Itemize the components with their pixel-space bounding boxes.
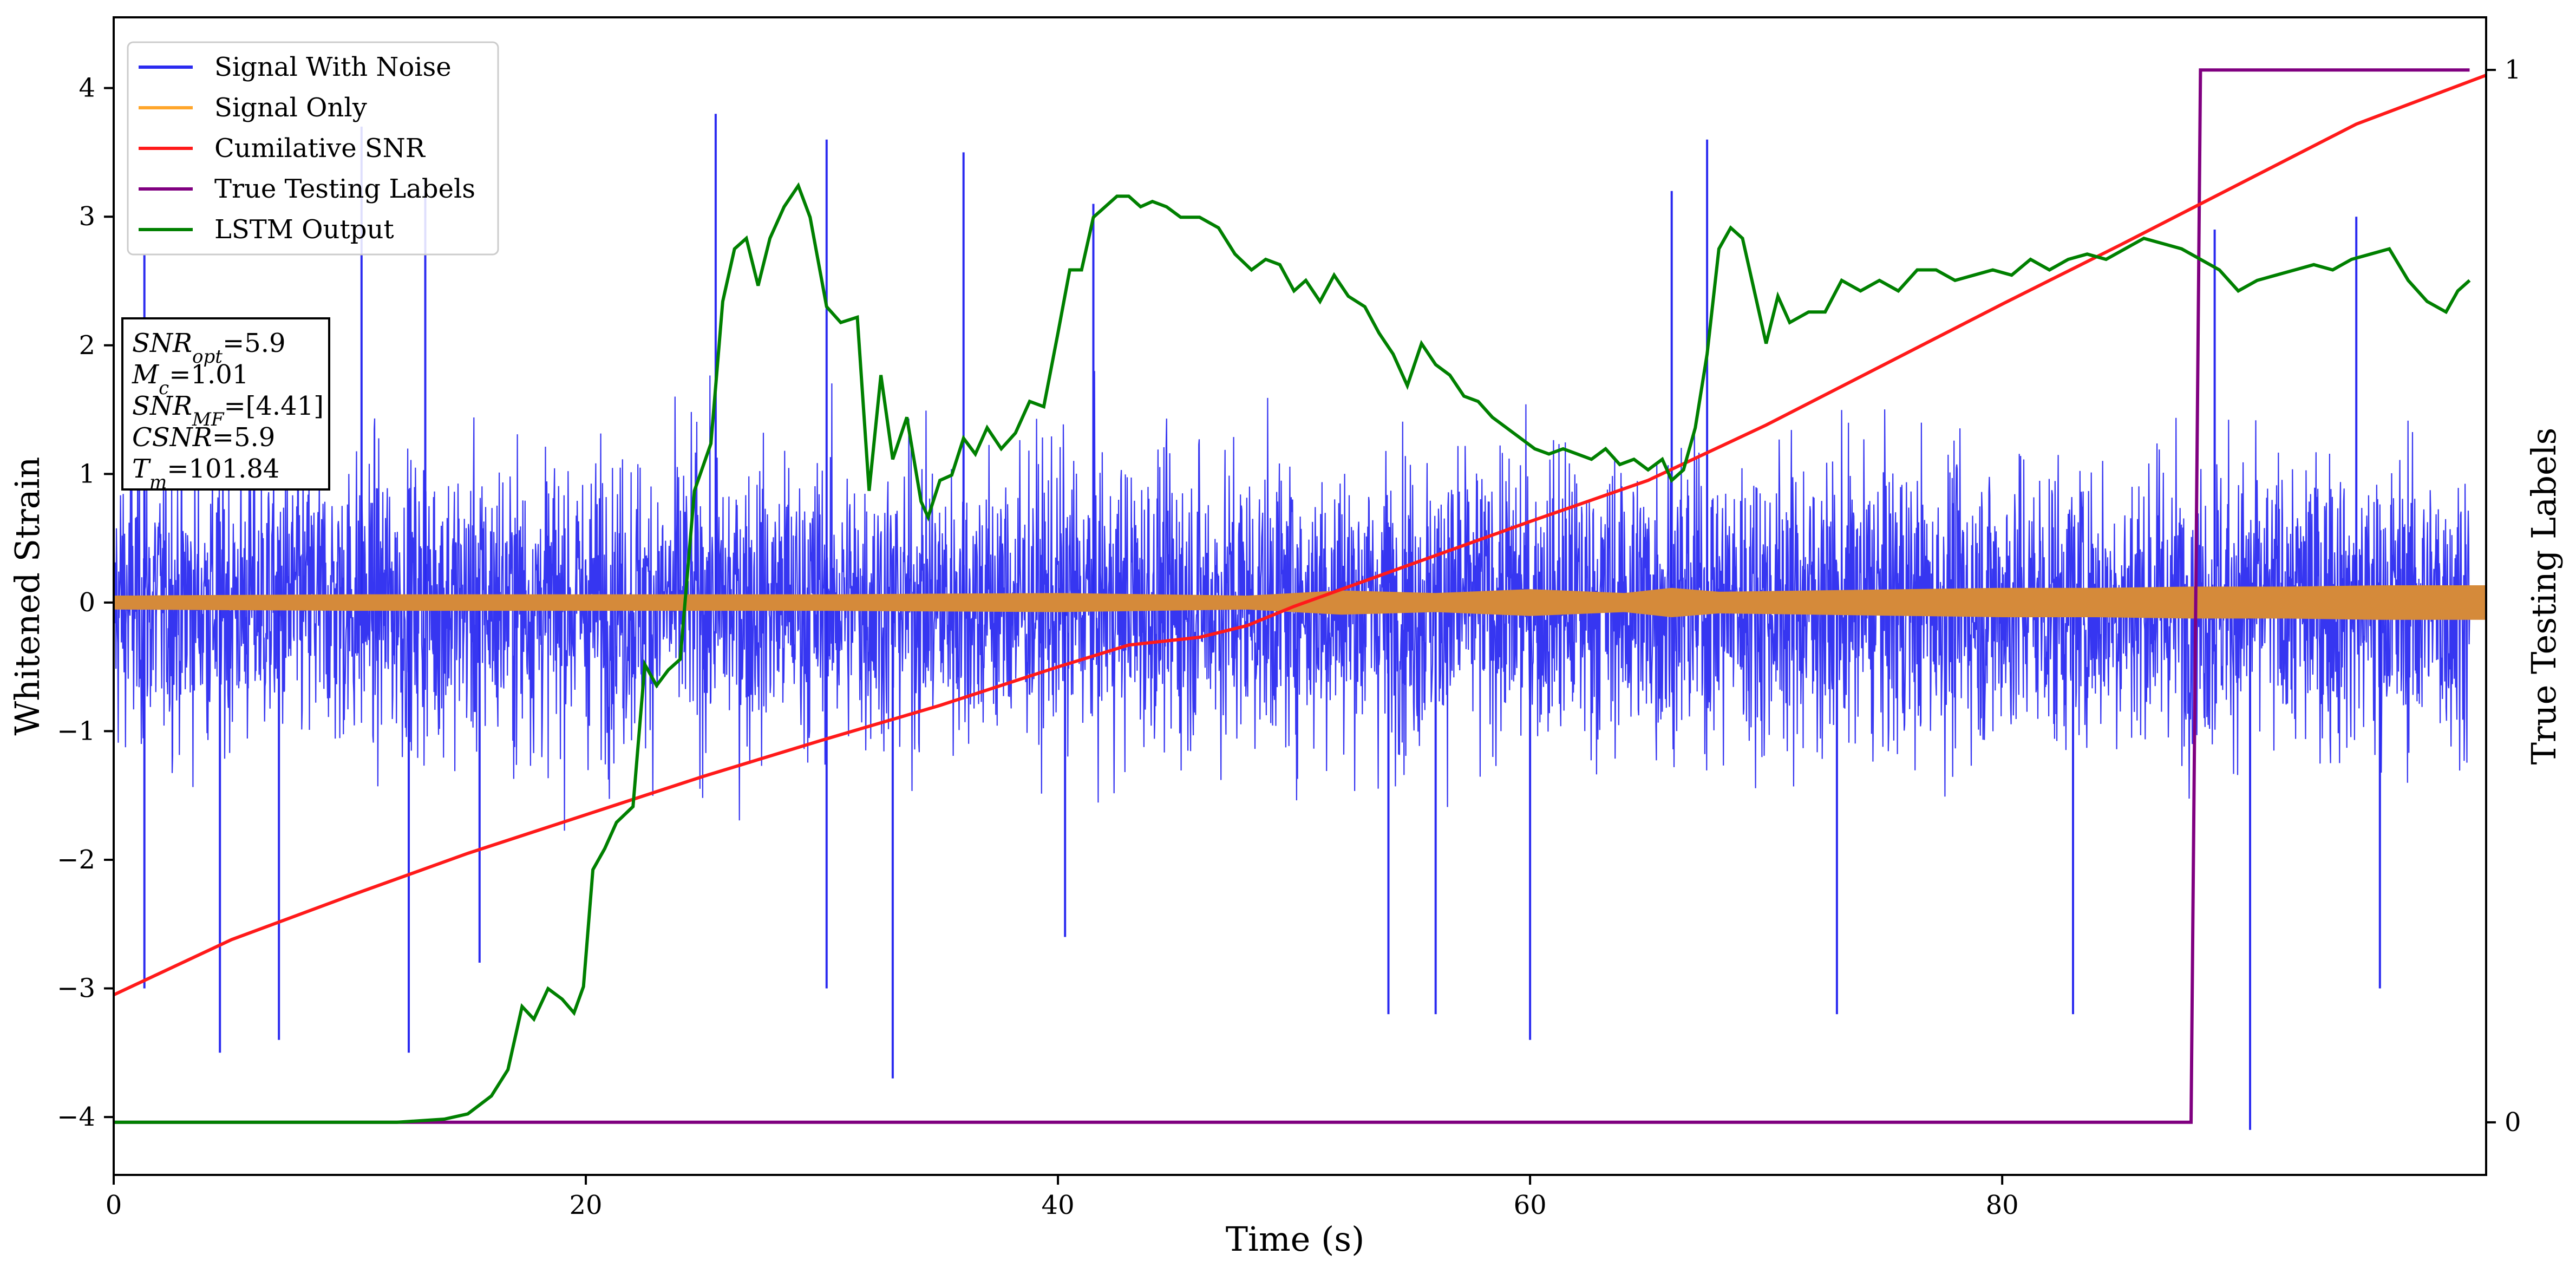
stats-annotation-line: SNRMF=[4.41]: [132, 391, 324, 430]
x-tick-label: 60: [1514, 1190, 1547, 1220]
x-tick-label: 80: [1986, 1190, 2019, 1220]
stats-annotation-line: Tm=101.84: [132, 454, 279, 493]
x-tick-label: 40: [1042, 1190, 1075, 1220]
stats-annotation-line: SNRopt=5.9: [132, 328, 286, 368]
y-tick-label: −1: [57, 716, 95, 746]
x-axis: 0 20 40 60 80: [106, 1175, 2019, 1220]
lstm-output-series: [114, 182, 2471, 1124]
legend-label: True Testing Labels: [214, 174, 475, 204]
x-tick-label: 0: [106, 1190, 122, 1220]
y-axis-right: 01: [2486, 55, 2521, 1138]
legend-label: Signal With Noise: [214, 52, 452, 82]
y-axis-left: −4 −3 −2 −1 0 1 2 3 4: [57, 73, 114, 1132]
y2-axis-title: True Testing Labels: [2524, 428, 2564, 765]
y-tick-label: 2: [79, 330, 95, 361]
signal-with-noise-series: [114, 371, 2470, 831]
x-tick-label: 20: [570, 1190, 603, 1220]
legend-label: LSTM Output: [214, 214, 394, 245]
true-testing-labels-series: [114, 68, 2470, 1124]
legend-box: [127, 41, 499, 256]
y-axis-title: Whitened Strain: [8, 457, 47, 736]
stats-annotation-frame: [121, 317, 330, 491]
legend: Signal With Noise Signal Only Cumilative S…: [127, 41, 499, 256]
y-tick-label: 3: [79, 201, 95, 232]
stats-annotation-line: CSNR=5.9: [132, 422, 275, 453]
y-tick-label: −4: [57, 1102, 95, 1132]
stats-annotation-line: Mc=1.01: [132, 360, 249, 399]
cumulative-snr-series: [114, 74, 2486, 997]
legend-label: Cumilative SNR: [214, 133, 426, 164]
y-tick-label: −2: [57, 845, 95, 875]
y2-tick-label: 0: [2505, 1107, 2521, 1138]
legend-label: Signal Only: [214, 93, 367, 123]
y2-tick-label: 1: [2505, 55, 2521, 85]
stats-annotation-box: SNRopt=5.9Mc=1.01SNRMF=[4.41]CSNR=5.9Tm=…: [121, 317, 330, 493]
x-axis-title: Time (s): [1226, 1219, 1365, 1259]
plot-frame: [113, 16, 2487, 1176]
signal-with-noise-spikes: [143, 114, 2381, 1130]
signal-with-noise-line: [114, 371, 2470, 831]
y-tick-label: 1: [79, 459, 95, 489]
y-tick-label: −3: [57, 974, 95, 1004]
y-tick-label: 0: [79, 587, 95, 618]
y-tick-label: 4: [79, 73, 95, 103]
